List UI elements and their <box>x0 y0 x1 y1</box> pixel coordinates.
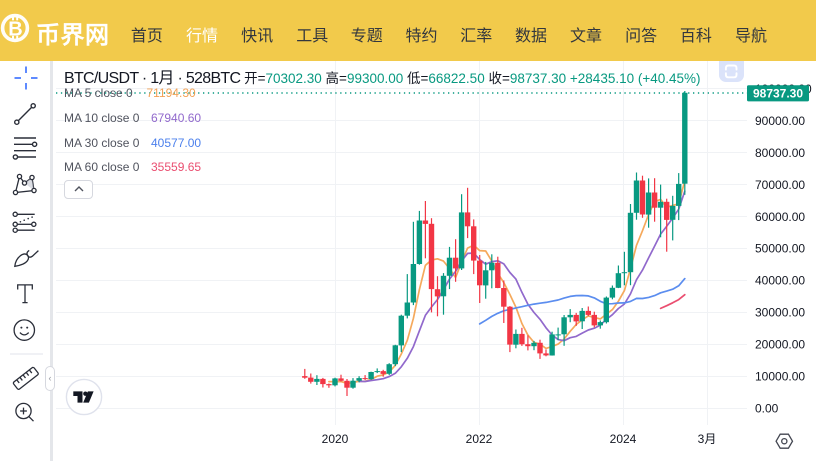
svg-text:0.00: 0.00 <box>755 402 779 416</box>
svg-text:2020: 2020 <box>322 432 349 446</box>
svg-text:10000.00: 10000.00 <box>755 370 805 384</box>
svg-text:30000.00: 30000.00 <box>755 306 805 320</box>
svg-text:60000.00: 60000.00 <box>755 210 805 224</box>
svg-text:98737.30: 98737.30 <box>753 87 803 101</box>
svg-text:B: B <box>8 19 22 41</box>
svg-text:70000.00: 70000.00 <box>755 178 805 192</box>
svg-text:20000.00: 20000.00 <box>755 338 805 352</box>
svg-text:90000.00: 90000.00 <box>755 114 805 128</box>
svg-text:2024: 2024 <box>610 432 637 446</box>
svg-text:80000.00: 80000.00 <box>755 146 805 160</box>
svg-text:2022: 2022 <box>466 432 493 446</box>
svg-text:50000.00: 50000.00 <box>755 242 805 256</box>
svg-text:40000.00: 40000.00 <box>755 274 805 288</box>
svg-text:3月: 3月 <box>698 432 717 446</box>
